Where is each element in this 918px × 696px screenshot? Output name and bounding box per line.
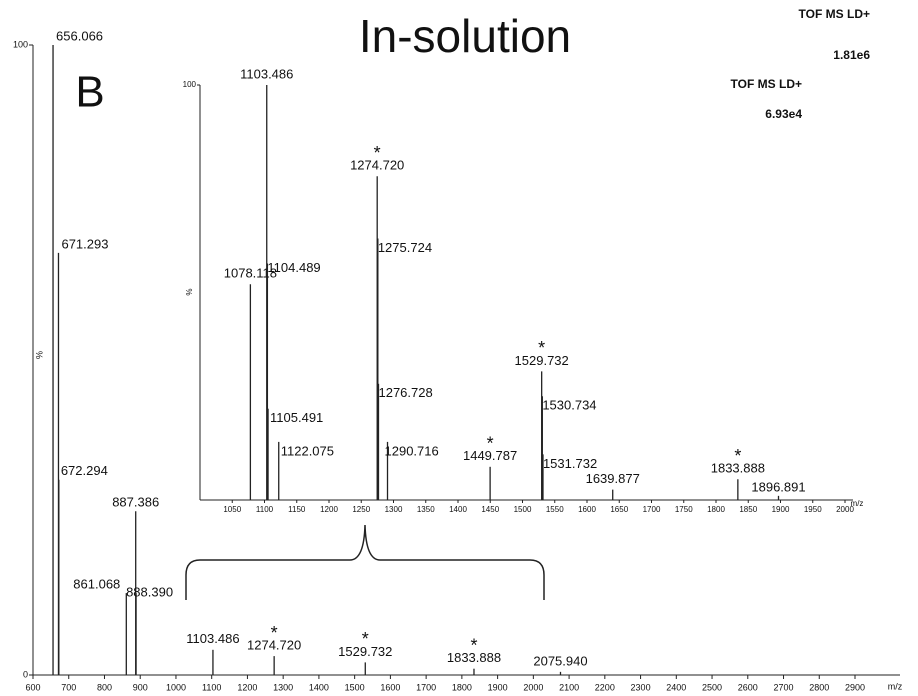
peak-label: 1639.877 bbox=[586, 471, 640, 486]
asterisk: * bbox=[734, 446, 741, 466]
asterisk: * bbox=[487, 434, 494, 454]
asterisk: * bbox=[271, 623, 278, 643]
x-tick-label: 1350 bbox=[417, 505, 435, 514]
y-tick-label: 100 bbox=[13, 39, 28, 49]
x-tick-label: 700 bbox=[61, 682, 76, 692]
asterisk: * bbox=[362, 629, 369, 649]
x-tick-label: 1850 bbox=[739, 505, 757, 514]
x-tick-label: 2800 bbox=[809, 682, 829, 692]
x-tick-label: 2000 bbox=[836, 505, 854, 514]
x-tick-label: 1300 bbox=[273, 682, 293, 692]
x-tick-label: 800 bbox=[97, 682, 112, 692]
x-tick-label: 2700 bbox=[774, 682, 794, 692]
zoom-bracket bbox=[185, 524, 545, 600]
peak-label: 1274.720 bbox=[350, 158, 404, 173]
x-axis-label: m/z bbox=[888, 681, 903, 691]
x-tick-label: 1400 bbox=[449, 505, 467, 514]
x-tick-label: 1600 bbox=[380, 682, 400, 692]
x-tick-label: 2000 bbox=[523, 682, 543, 692]
peak-label: 1529.732 bbox=[338, 644, 392, 659]
peak-label: 1103.486 bbox=[186, 631, 239, 646]
x-tick-label: 1400 bbox=[309, 682, 329, 692]
x-tick-label: 2400 bbox=[666, 682, 686, 692]
peak-label: 1276.728 bbox=[378, 385, 432, 400]
x-tick-label: 600 bbox=[25, 682, 40, 692]
peak-label: 1078.118 bbox=[224, 266, 277, 281]
x-tick-label: 2200 bbox=[595, 682, 615, 692]
y-axis-label: % bbox=[185, 288, 194, 295]
x-tick-label: 2500 bbox=[702, 682, 722, 692]
x-tick-label: 1200 bbox=[237, 682, 257, 692]
peak-label: 1105.491 bbox=[270, 410, 323, 425]
x-tick-label: 2300 bbox=[631, 682, 651, 692]
peak-label: 2075.940 bbox=[533, 653, 587, 668]
x-axis-label: m/z bbox=[851, 499, 864, 508]
x-tick-label: 1200 bbox=[320, 505, 338, 514]
x-tick-label: 2600 bbox=[738, 682, 758, 692]
asterisk: * bbox=[538, 338, 545, 358]
intensity: 6.93e4 bbox=[765, 107, 802, 121]
y-axis-label: % bbox=[34, 351, 44, 359]
x-tick-label: 1450 bbox=[481, 505, 499, 514]
peak-label: 1122.075 bbox=[281, 443, 334, 458]
x-tick-label: 1050 bbox=[223, 505, 241, 514]
peak-label: 1103.486 bbox=[240, 66, 293, 81]
x-tick-label: 1900 bbox=[772, 505, 790, 514]
x-tick-label: 1950 bbox=[804, 505, 822, 514]
y-tick-label: 0 bbox=[23, 669, 28, 679]
x-tick-label: 1650 bbox=[610, 505, 628, 514]
chart-title: In-solution bbox=[359, 10, 571, 62]
x-tick-label: 1150 bbox=[288, 505, 306, 514]
intensity: 1.81e6 bbox=[833, 48, 870, 62]
peak-label: 1275.724 bbox=[378, 240, 432, 255]
peak-label: 671.293 bbox=[61, 236, 108, 251]
x-tick-label: 1700 bbox=[416, 682, 436, 692]
instrument: TOF MS LD+ bbox=[731, 77, 802, 91]
x-tick-label: 1500 bbox=[514, 505, 532, 514]
peak-label: 1531.732 bbox=[543, 456, 597, 471]
peak-label: 1833.888 bbox=[711, 461, 765, 476]
x-tick-label: 1800 bbox=[707, 505, 725, 514]
x-tick-label: 1100 bbox=[256, 505, 274, 514]
x-tick-label: 1600 bbox=[578, 505, 596, 514]
peak-label: 656.066 bbox=[56, 28, 103, 43]
peak-label: 1833.888 bbox=[447, 650, 501, 665]
peak-label: 887.386 bbox=[112, 495, 159, 510]
x-tick-label: 1250 bbox=[352, 505, 370, 514]
peak-label: 1104.489 bbox=[267, 260, 320, 275]
peak-label: 1290.716 bbox=[385, 443, 439, 458]
peak-label: 1896.891 bbox=[751, 479, 805, 494]
asterisk: * bbox=[470, 635, 477, 655]
x-tick-label: 1800 bbox=[452, 682, 472, 692]
peak-label: 672.294 bbox=[61, 463, 108, 478]
x-tick-label: 900 bbox=[133, 682, 148, 692]
x-tick-label: 1000 bbox=[166, 682, 186, 692]
peak-label: 1449.787 bbox=[463, 448, 517, 463]
asterisk: * bbox=[374, 143, 381, 163]
panel-label: B bbox=[75, 68, 104, 117]
x-tick-label: 1550 bbox=[546, 505, 564, 514]
x-tick-label: 1750 bbox=[675, 505, 693, 514]
x-tick-label: 1500 bbox=[345, 682, 365, 692]
x-tick-label: 2900 bbox=[845, 682, 865, 692]
x-tick-label: 1900 bbox=[488, 682, 508, 692]
instrument: TOF MS LD+ bbox=[799, 7, 870, 21]
y-tick-label: 100 bbox=[183, 80, 197, 89]
peak-label: 1529.732 bbox=[515, 353, 569, 368]
x-tick-label: 1700 bbox=[643, 505, 661, 514]
x-tick-label: 1100 bbox=[202, 682, 221, 692]
peak-label: 1274.720 bbox=[247, 638, 301, 653]
x-tick-label: 2100 bbox=[559, 682, 579, 692]
peak-label: 888.390 bbox=[126, 585, 173, 600]
x-tick-label: 1300 bbox=[385, 505, 403, 514]
peak-label: 1530.734 bbox=[542, 398, 596, 413]
peak-label: 861.068 bbox=[73, 577, 120, 592]
